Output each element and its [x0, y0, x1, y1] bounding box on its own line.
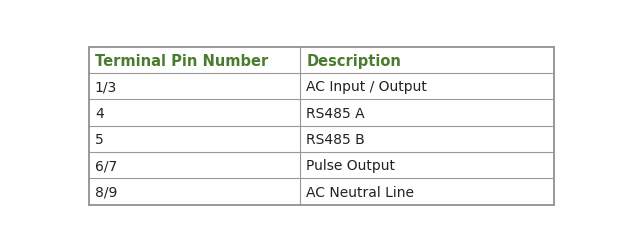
Text: RS485 A: RS485 A	[306, 106, 365, 120]
Text: RS485 B: RS485 B	[306, 132, 365, 146]
Text: 4: 4	[95, 106, 103, 120]
Text: AC Neutral Line: AC Neutral Line	[306, 185, 414, 199]
Text: AC Input / Output: AC Input / Output	[306, 80, 427, 94]
Text: 5: 5	[95, 132, 103, 146]
Text: 6/7: 6/7	[95, 159, 117, 173]
Text: Description: Description	[306, 53, 401, 68]
Text: Terminal Pin Number: Terminal Pin Number	[95, 53, 268, 68]
Bar	[89, 48, 554, 205]
Text: 1/3: 1/3	[95, 80, 117, 94]
Text: Pulse Output: Pulse Output	[306, 159, 395, 173]
Text: 8/9: 8/9	[95, 185, 117, 199]
